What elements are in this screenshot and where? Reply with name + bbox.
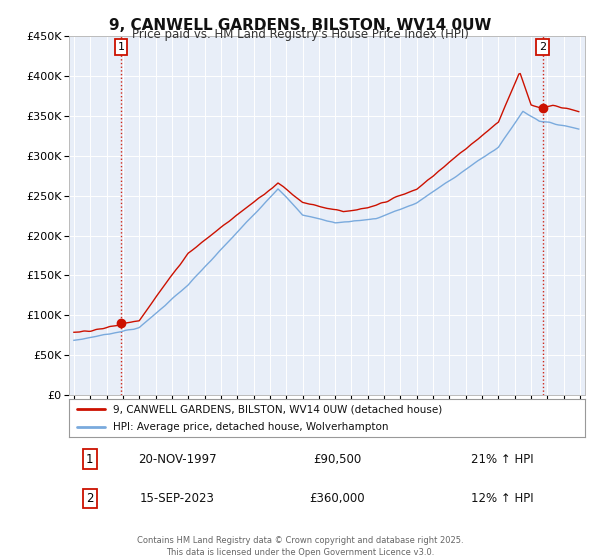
Text: 2: 2 xyxy=(539,42,546,52)
Text: Contains HM Land Registry data © Crown copyright and database right 2025.
This d: Contains HM Land Registry data © Crown c… xyxy=(137,536,463,557)
Text: 15-SEP-2023: 15-SEP-2023 xyxy=(140,492,215,505)
Text: 1: 1 xyxy=(86,452,94,466)
Text: £90,500: £90,500 xyxy=(313,452,361,466)
Text: 9, CANWELL GARDENS, BILSTON, WV14 0UW: 9, CANWELL GARDENS, BILSTON, WV14 0UW xyxy=(109,18,491,33)
Text: 9, CANWELL GARDENS, BILSTON, WV14 0UW (detached house): 9, CANWELL GARDENS, BILSTON, WV14 0UW (d… xyxy=(113,404,442,414)
Text: 1: 1 xyxy=(118,42,124,52)
Text: £360,000: £360,000 xyxy=(310,492,365,505)
Text: Price paid vs. HM Land Registry's House Price Index (HPI): Price paid vs. HM Land Registry's House … xyxy=(131,28,469,41)
Text: 12% ↑ HPI: 12% ↑ HPI xyxy=(472,492,534,505)
Text: 2: 2 xyxy=(86,492,94,505)
Text: 20-NOV-1997: 20-NOV-1997 xyxy=(138,452,217,466)
Text: 21% ↑ HPI: 21% ↑ HPI xyxy=(472,452,534,466)
Text: HPI: Average price, detached house, Wolverhampton: HPI: Average price, detached house, Wolv… xyxy=(113,422,388,432)
